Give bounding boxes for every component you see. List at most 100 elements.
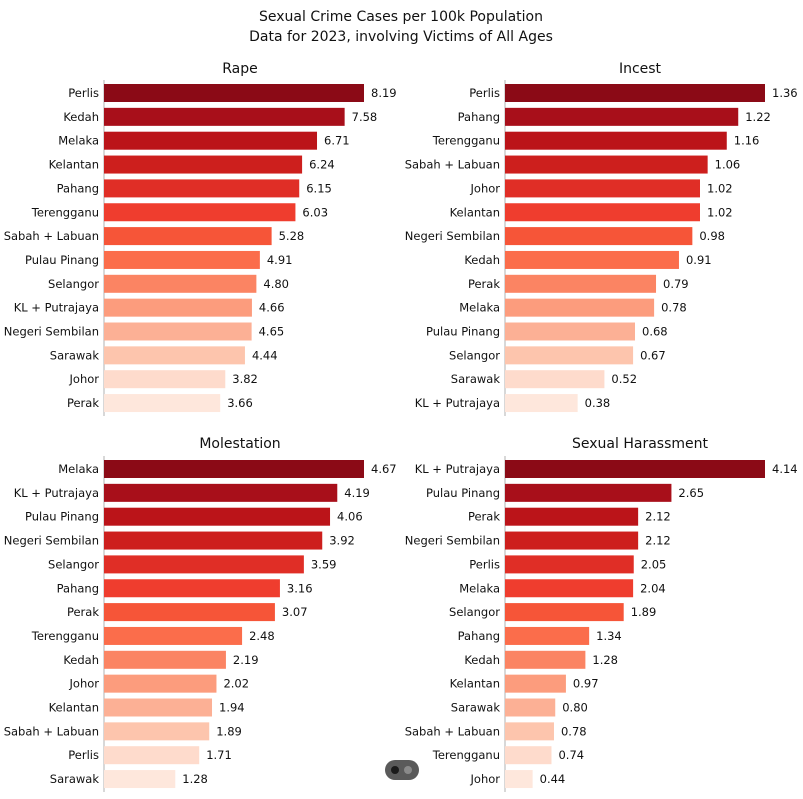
value-label: 0.97	[573, 677, 599, 691]
category-label: Sabah + Labuan	[405, 158, 500, 172]
bar	[505, 507, 639, 526]
category-label: Perlis	[469, 86, 500, 100]
category-label: Pulau Pinang	[426, 325, 500, 339]
bar	[104, 555, 304, 574]
value-label: 0.79	[663, 277, 689, 291]
category-label: Kedah	[63, 110, 99, 124]
category-label: Sarawak	[451, 372, 501, 386]
category-label: Sabah + Labuan	[4, 229, 99, 243]
category-label: Sarawak	[50, 348, 100, 362]
toggle-dot-inactive-icon	[404, 766, 412, 774]
category-label: Kedah	[464, 653, 500, 667]
bar	[104, 507, 331, 526]
value-label: 2.02	[223, 677, 249, 691]
value-label: 6.03	[302, 205, 328, 219]
category-label: Pulau Pinang	[426, 486, 500, 500]
category-label: Kelantan	[450, 205, 500, 219]
panel-3: Sexual Harassment KL + Putrajaya 4.14 Pulau…	[405, 436, 798, 793]
category-label: Pahang	[458, 110, 500, 124]
value-label: 0.98	[699, 229, 725, 243]
bar	[505, 603, 624, 622]
value-label: 4.06	[337, 510, 363, 524]
value-label: 2.04	[640, 581, 666, 595]
value-label: 0.68	[642, 325, 668, 339]
value-label: 3.59	[311, 557, 337, 571]
panel-0: Rape Perlis 8.19 Kedah 7.58 Melaka 6.71 Kelanta…	[4, 61, 397, 417]
value-label: 2.05	[641, 557, 667, 571]
bar	[104, 603, 275, 622]
bar	[104, 746, 200, 765]
value-label: 0.44	[540, 772, 566, 786]
value-label: 0.91	[686, 253, 712, 267]
category-label: Kelantan	[450, 677, 500, 691]
bar	[505, 155, 708, 174]
panel-1: Incest Perlis 1.36 Pahang 1.22 Terengganu 1.16…	[405, 61, 798, 417]
value-label: 6.24	[309, 158, 335, 172]
value-label: 2.48	[249, 629, 275, 643]
bar	[505, 179, 700, 198]
value-label: 4.67	[371, 462, 397, 476]
bar	[104, 84, 364, 102]
chart-title: Sexual Crime Cases per 100k Population	[259, 9, 543, 25]
value-label: 4.19	[344, 486, 370, 500]
value-label: 1.28	[182, 772, 208, 786]
category-label: Pahang	[458, 629, 500, 643]
value-label: 2.12	[645, 510, 671, 524]
category-label: KL + Putrajaya	[14, 486, 99, 500]
category-label: Kelantan	[49, 158, 99, 172]
bar	[505, 107, 739, 126]
bar	[104, 107, 345, 126]
category-label: Pahang	[57, 581, 99, 595]
category-label: Negeri Sembilan	[4, 325, 99, 339]
bar	[505, 698, 556, 717]
bar	[104, 394, 221, 413]
bar	[104, 674, 217, 693]
view-toggle[interactable]	[385, 760, 419, 780]
value-label: 4.80	[263, 277, 289, 291]
bar	[505, 531, 639, 550]
value-label: 6.15	[306, 181, 332, 195]
bar	[505, 626, 590, 645]
value-label: 8.19	[371, 86, 397, 100]
bar	[104, 274, 257, 293]
bar	[505, 483, 672, 502]
value-label: 1.89	[631, 605, 657, 619]
value-label: 1.06	[715, 158, 741, 172]
category-label: Melaka	[58, 134, 99, 148]
bar	[505, 131, 727, 150]
value-label: 3.66	[227, 396, 253, 410]
bar	[104, 179, 300, 198]
panel-2: Molestation Melaka 4.67 KL + Putrajaya 4.19 P…	[4, 436, 397, 793]
bar	[505, 460, 765, 478]
bar	[505, 579, 634, 598]
category-label: Negeri Sembilan	[4, 534, 99, 548]
category-label: Perak	[67, 396, 99, 410]
category-label: Selangor	[48, 557, 99, 571]
toggle-dot-active-icon	[391, 766, 399, 774]
category-label: Johor	[470, 181, 501, 195]
bar	[505, 227, 693, 246]
value-label: 2.19	[233, 653, 259, 667]
category-label: Pulau Pinang	[25, 510, 99, 524]
category-label: Pahang	[57, 181, 99, 195]
category-label: Selangor	[449, 348, 500, 362]
panel-title: Molestation	[199, 436, 280, 452]
category-label: Johor	[69, 372, 100, 386]
bar	[104, 203, 296, 222]
value-label: 1.34	[596, 629, 622, 643]
bar	[104, 531, 323, 550]
bar	[104, 155, 303, 174]
value-label: 4.14	[772, 462, 798, 476]
category-label: KL + Putrajaya	[415, 396, 500, 410]
bar	[104, 227, 272, 246]
value-label: 4.66	[259, 301, 285, 315]
value-label: 0.52	[611, 372, 637, 386]
category-label: Terengganu	[31, 205, 99, 219]
category-label: Melaka	[459, 301, 500, 315]
value-label: 1.94	[219, 701, 245, 715]
panel-title: Sexual Harassment	[572, 436, 708, 452]
value-label: 1.89	[216, 724, 242, 738]
category-label: Selangor	[449, 605, 500, 619]
value-label: 4.91	[267, 253, 293, 267]
